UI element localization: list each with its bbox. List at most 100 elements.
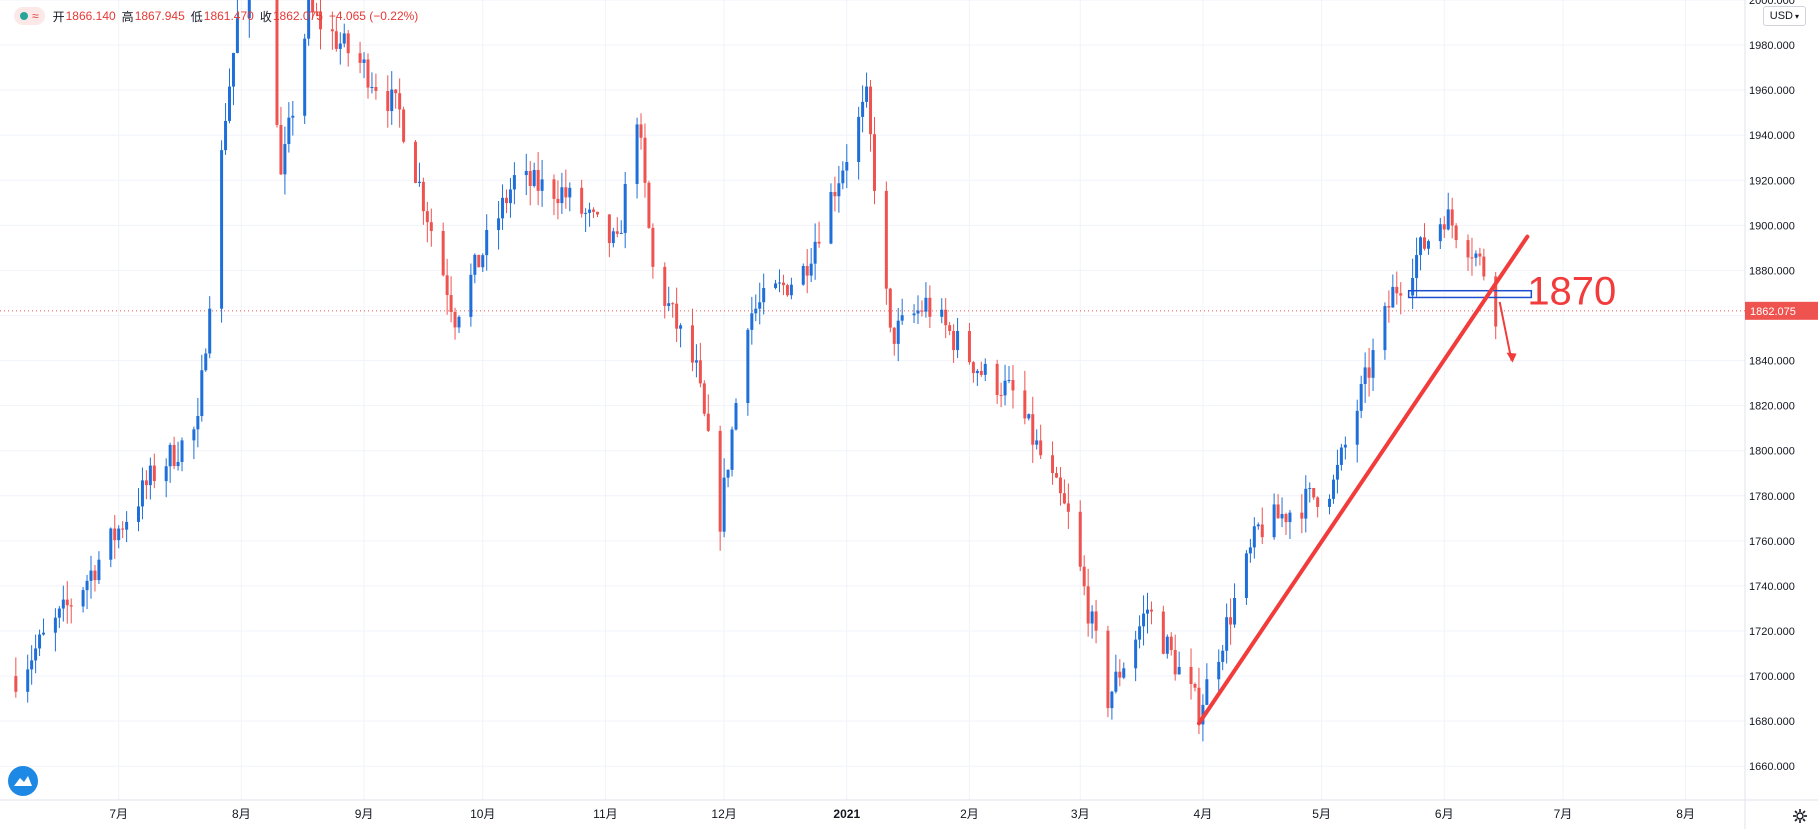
candle-body bbox=[595, 211, 599, 215]
y-tick-label: 1740.000 bbox=[1749, 581, 1795, 593]
candle-body bbox=[999, 395, 1003, 397]
candle-body bbox=[789, 284, 793, 296]
candle-body bbox=[1355, 410, 1359, 445]
candle-body bbox=[1146, 609, 1150, 614]
x-tick-label: 6月 bbox=[1435, 807, 1454, 821]
candle-body bbox=[508, 189, 512, 204]
candle-body bbox=[623, 183, 627, 233]
candle-body bbox=[1328, 498, 1332, 507]
candle-body bbox=[872, 134, 876, 191]
candle-body bbox=[1003, 380, 1007, 396]
candle-body bbox=[319, 12, 323, 30]
candle-body bbox=[900, 315, 904, 321]
candle-body bbox=[944, 309, 948, 326]
uptrend-line[interactable] bbox=[1196, 234, 1530, 726]
market-open-dot-icon bbox=[20, 12, 28, 20]
x-tick-label: 8月 bbox=[1676, 807, 1695, 821]
candle-body bbox=[228, 86, 232, 121]
candle-body bbox=[643, 137, 647, 183]
last-price-badge bbox=[1745, 301, 1818, 320]
candle-body bbox=[1454, 225, 1458, 241]
candle-body bbox=[647, 182, 651, 228]
candle-body bbox=[607, 214, 611, 244]
candle-body bbox=[588, 209, 592, 213]
candle-body bbox=[65, 599, 69, 606]
candle-body bbox=[1106, 630, 1110, 709]
candle-body bbox=[568, 187, 572, 198]
candle-body bbox=[1114, 671, 1118, 692]
candle-body bbox=[449, 295, 453, 312]
candle-body bbox=[42, 632, 46, 635]
candle-body bbox=[164, 466, 168, 482]
candle-body bbox=[192, 429, 196, 441]
gear-icon[interactable] bbox=[1792, 808, 1808, 824]
y-tick-label: 1780.000 bbox=[1749, 491, 1795, 503]
candle-body bbox=[781, 282, 785, 286]
candle-body bbox=[346, 33, 350, 54]
candle-body bbox=[675, 303, 679, 329]
candle-body bbox=[1399, 293, 1403, 296]
candle-body bbox=[168, 444, 172, 467]
tradingview-logo-icon[interactable] bbox=[8, 766, 38, 796]
currency-selector[interactable]: USD ▾ bbox=[1762, 6, 1806, 26]
candle-body bbox=[1331, 479, 1335, 499]
down-arrow-shaft[interactable] bbox=[1498, 301, 1513, 361]
candle-body bbox=[1058, 477, 1062, 494]
candle-body bbox=[1031, 414, 1035, 445]
candle-body bbox=[1272, 504, 1276, 538]
candle-body bbox=[865, 86, 869, 102]
candle-body bbox=[1478, 253, 1482, 257]
y-tick-label: 1820.000 bbox=[1749, 401, 1795, 413]
candle-body bbox=[560, 187, 564, 204]
candle-body bbox=[1197, 687, 1201, 725]
candle-body bbox=[1205, 679, 1209, 705]
y-tick-label: 1760.000 bbox=[1749, 536, 1795, 548]
x-tick-label: 4月 bbox=[1194, 807, 1213, 821]
candle-body bbox=[1169, 636, 1173, 651]
candle-body bbox=[1062, 493, 1066, 504]
x-tick-label: 9月 bbox=[355, 807, 374, 821]
candle-body bbox=[706, 413, 710, 431]
candle-body bbox=[14, 676, 18, 692]
low-label: 低 bbox=[190, 9, 203, 24]
candle-body bbox=[109, 528, 113, 560]
candle-body bbox=[1284, 514, 1288, 523]
currency-label: USD bbox=[1769, 10, 1793, 22]
candle-body bbox=[473, 254, 477, 275]
candle-body bbox=[287, 117, 291, 145]
resistance-zone-box[interactable] bbox=[1407, 289, 1533, 299]
level-annotation-text[interactable]: 1870 bbox=[1527, 270, 1616, 314]
candle-body bbox=[861, 101, 865, 117]
candle-body bbox=[279, 124, 283, 175]
candle-body bbox=[774, 283, 778, 289]
candle-body bbox=[979, 370, 983, 375]
candle-body bbox=[611, 231, 615, 244]
candle-body bbox=[1248, 547, 1252, 554]
candle-body bbox=[477, 254, 481, 268]
candle-body bbox=[635, 124, 639, 184]
candle-body bbox=[1142, 613, 1146, 627]
close-value: 1862.075 bbox=[272, 9, 323, 23]
candle-body bbox=[1339, 447, 1343, 465]
candle-body bbox=[524, 170, 528, 176]
candle-body bbox=[694, 360, 698, 363]
candle-body bbox=[97, 559, 101, 581]
candle-body bbox=[722, 477, 726, 532]
symbol-status-pill[interactable]: ≈ bbox=[14, 7, 45, 25]
candle-body bbox=[247, 0, 251, 19]
candle-body bbox=[1395, 286, 1399, 294]
close-label: 收 bbox=[259, 9, 272, 24]
candle-body bbox=[1177, 666, 1181, 675]
candle-body bbox=[1173, 650, 1177, 675]
candle-body bbox=[366, 59, 370, 88]
x-tick-label: 3月 bbox=[1071, 807, 1090, 821]
candle-body bbox=[390, 89, 394, 112]
ohlc-legend: ≈ 开 1866.140 高 1867.945 低 1861.470 收 1862.07… bbox=[14, 6, 424, 26]
candle-body bbox=[580, 187, 584, 214]
candle-body bbox=[1300, 512, 1304, 519]
candle-body bbox=[144, 480, 148, 486]
candle-body bbox=[469, 274, 473, 317]
candle-body bbox=[81, 590, 85, 607]
candle-body bbox=[1233, 597, 1237, 625]
